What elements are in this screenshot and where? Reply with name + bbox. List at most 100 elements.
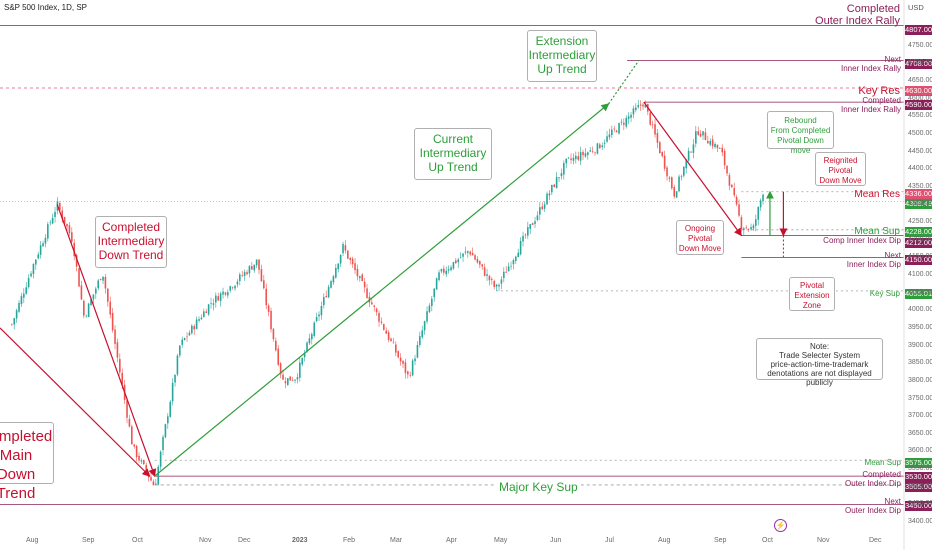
candle-body-64: [164, 424, 167, 438]
price-tag-4212: 4212.00: [905, 238, 932, 248]
rebound-line1: Rebound: [784, 116, 817, 125]
candle-body-198: [486, 274, 488, 276]
candle-body-264: [644, 104, 647, 108]
y-tick-8: 4350.00: [908, 182, 932, 190]
candle-body-1: [13, 318, 16, 325]
candle-body-223: [546, 193, 548, 205]
reignited-line1: Reignited: [823, 156, 858, 165]
candle-body-89: [224, 292, 227, 295]
candle-body-293: [714, 143, 716, 148]
candle-body-71: [181, 339, 184, 345]
candle-body-249: [608, 134, 611, 138]
note-line1: Note:: [809, 342, 830, 351]
candle-body-136: [337, 263, 340, 270]
candle-body-105: [263, 280, 265, 289]
next-outer-dip-label: Next Outer Index Dip: [845, 497, 901, 515]
candle-body-210: [515, 256, 517, 261]
ongoing-line3: Down Move: [678, 244, 722, 253]
y-tick-20: 3750.00: [908, 394, 932, 402]
candle-body-109: [272, 328, 275, 340]
candle-body-154: [380, 321, 383, 323]
candle-body-218: [534, 221, 536, 224]
candle-body-143: [354, 263, 356, 271]
candle-body-78: [198, 319, 200, 321]
candle-body-310: [755, 219, 757, 226]
candle-body-73: [186, 336, 188, 338]
candle-body-307: [747, 228, 750, 230]
candle-body-137: [339, 254, 342, 264]
y-tick-26: 3450.00: [908, 500, 932, 508]
x-tick-4: Dec: [238, 537, 251, 544]
candle-body-38: [102, 276, 104, 281]
candle-body-70: [179, 345, 181, 356]
price-tag-last: 4308.49: [905, 199, 932, 209]
candle-body-181: [445, 270, 448, 275]
candle-body-302: [735, 196, 738, 205]
candle-body-229: [560, 173, 563, 177]
candle-body-161: [397, 351, 400, 358]
candle-body-159: [392, 342, 395, 344]
y-tick-2: 4650.00: [908, 76, 932, 84]
candle-body-205: [503, 271, 505, 278]
next-inner-rally-line1: Next: [884, 55, 901, 64]
candle-body-178: [438, 272, 440, 281]
next-outer-dip-line2: Outer Index Dip: [844, 506, 901, 515]
mean-sup-label: Mean Sup: [854, 226, 900, 237]
candle-body-127: [315, 317, 318, 322]
candle-body-308: [750, 227, 752, 230]
candle-body-271: [661, 151, 664, 157]
candle-body-215: [527, 227, 529, 236]
extension-zone-line3: Zone: [802, 301, 822, 310]
candle-body-132: [327, 286, 330, 298]
candle-body-32: [87, 303, 90, 318]
candle-body-55: [143, 460, 145, 465]
candle-body-183: [450, 267, 452, 271]
candle-body-108: [270, 310, 272, 330]
y-tick-17: 3900.00: [908, 341, 932, 349]
candle-body-250: [611, 129, 613, 136]
main-downtrend-line3: Down Trend: [0, 466, 36, 502]
candle-body-99: [248, 266, 251, 274]
candle-body-214: [524, 234, 527, 236]
candle-body-3: [18, 302, 20, 312]
candle-body-114: [284, 381, 287, 384]
y-tick-14: 4050.00: [908, 288, 932, 296]
completed-outer-rally-line2: Outer Index Rally: [815, 15, 900, 27]
main-downtrend-line1: Completed: [0, 428, 53, 445]
completed-outer-dip-label: Completed Outer Index Dip: [845, 470, 901, 488]
candle-body-75: [191, 325, 193, 334]
candle-body-206: [505, 271, 508, 273]
y-tick-7: 4400.00: [908, 165, 932, 173]
level-lines: [0, 0, 905, 550]
candle-body-246: [601, 145, 604, 148]
candle-body-312: [759, 200, 762, 208]
candle-body-56: [145, 464, 148, 472]
candle-body-145: [359, 276, 361, 279]
note-line3: price-action-time-trademark: [770, 360, 869, 369]
candle-body-34: [92, 294, 95, 300]
candle-body-167: [411, 360, 414, 376]
candle-body-118: [294, 379, 296, 381]
candle-body-28: [78, 268, 80, 287]
candle-body-296: [721, 147, 724, 153]
y-tick-22: 3650.00: [908, 429, 932, 437]
candle-body-85: [215, 295, 217, 303]
candle-body-45: [119, 359, 121, 373]
candle-body-177: [435, 278, 438, 290]
lightning-icon[interactable]: ⚡: [774, 519, 787, 532]
candle-body-17: [51, 217, 54, 224]
rebound-line2: From Completed: [770, 126, 831, 135]
price-tag-4336: 4336.00: [905, 189, 932, 199]
candle-body-189: [464, 251, 467, 253]
x-tick-0: Aug: [26, 537, 39, 544]
next-inner-rally-label: Next Inner Index Rally: [841, 55, 901, 73]
candle-body-237: [579, 152, 582, 161]
candle-body-299: [728, 175, 731, 186]
candle-body-303: [738, 204, 740, 216]
candle-body-298: [726, 165, 728, 174]
current-uptrend-line3: Up Trend: [428, 159, 478, 174]
candle-body-18: [54, 211, 56, 218]
next-outer-dip-line1: Next: [884, 497, 901, 506]
